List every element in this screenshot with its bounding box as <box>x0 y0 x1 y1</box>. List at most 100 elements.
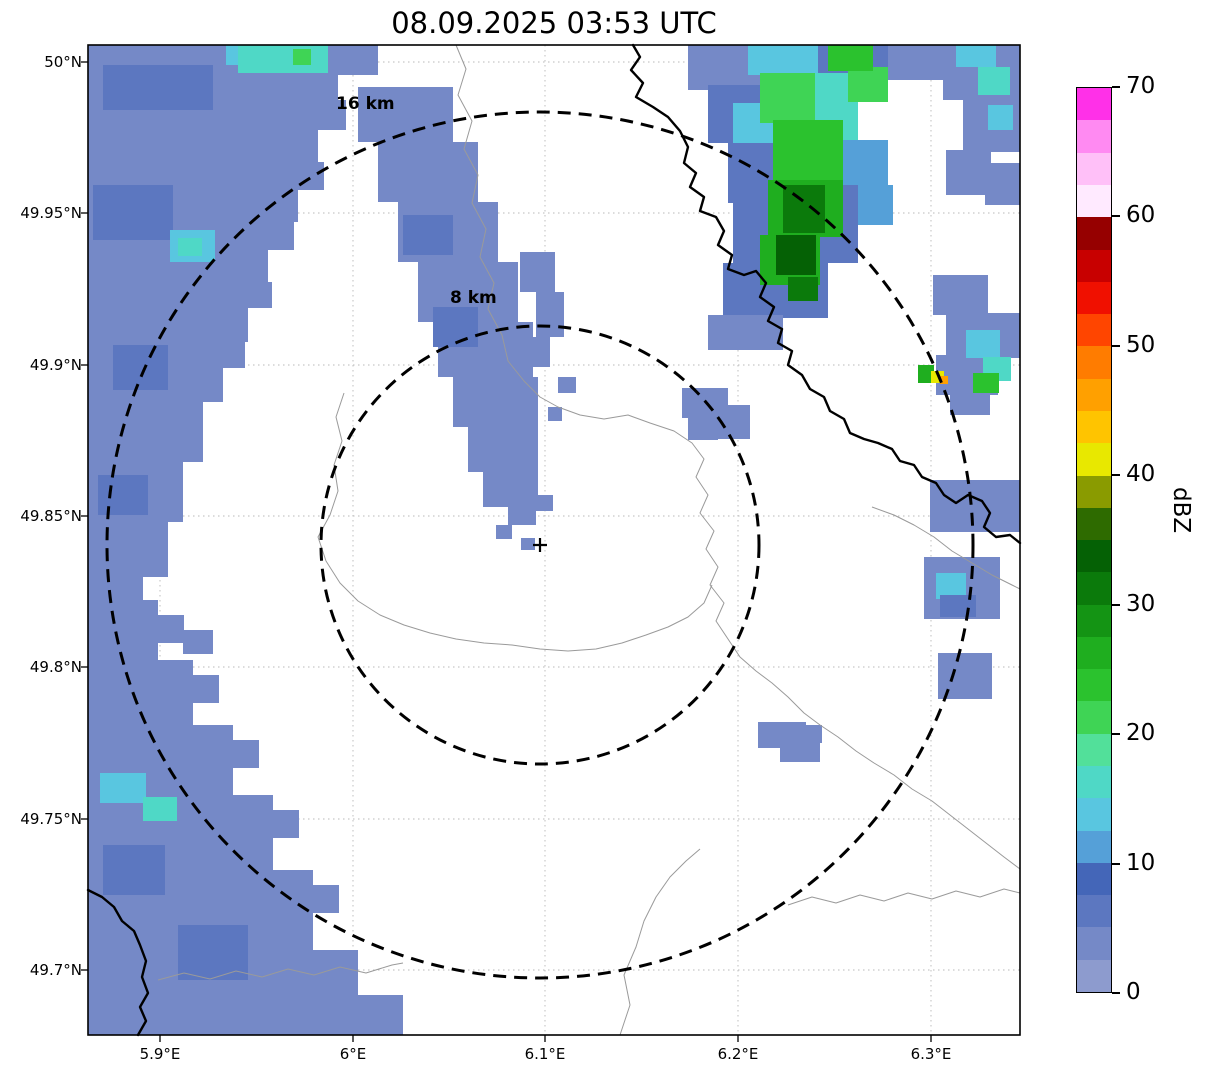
colorbar-tick-label: 60 <box>1126 202 1156 229</box>
echo-cell <box>688 418 718 440</box>
colorbar-segment <box>1077 766 1111 799</box>
echo-cell <box>313 885 339 913</box>
echo-cell <box>748 45 818 75</box>
x-tick-label: 6.1°E <box>524 1045 566 1063</box>
echo-cell <box>483 472 538 507</box>
colorbar-tickmark <box>1112 215 1120 218</box>
colorbar-segment <box>1077 540 1111 573</box>
admin-boundary <box>871 506 1021 590</box>
colorbar-segment <box>1077 410 1111 444</box>
country-border <box>629 43 1022 545</box>
colorbar-tick-label: 40 <box>1126 461 1156 488</box>
echo-cell <box>178 238 202 256</box>
x-tick-label: 6°E <box>339 1045 367 1063</box>
echo-cell <box>318 100 346 130</box>
echo-cell <box>358 87 453 142</box>
echo-cell <box>788 277 818 301</box>
colorbar: 0 10 20 30 40 50 60 70 <box>1076 73 1206 1005</box>
colorbar-segment <box>1077 378 1111 411</box>
colorbar-segment <box>1077 927 1111 960</box>
colorbar-segment <box>1077 733 1111 767</box>
echo-cell <box>956 45 996 67</box>
colorbar-segment <box>1077 346 1111 379</box>
colorbar-segment <box>1077 701 1111 734</box>
echo-cell <box>93 185 173 240</box>
admin-boundary <box>619 848 701 1036</box>
range-ring-label: 16 km <box>336 94 395 114</box>
range-ring <box>105 110 975 980</box>
echo-cell <box>233 740 259 768</box>
echo-cell <box>858 185 893 225</box>
echo-cell <box>238 45 328 73</box>
echo-cell <box>103 65 213 110</box>
colorbar-tick-label: 20 <box>1126 720 1156 747</box>
admin-boundary <box>787 888 1021 906</box>
echo-cell <box>453 377 538 427</box>
admin-boundary <box>317 392 713 652</box>
echo-cell <box>183 630 213 654</box>
echo-cell <box>773 120 843 182</box>
y-tick-label: 49.9°N <box>29 356 82 374</box>
colorbar-segment <box>1077 314 1111 347</box>
colorbar-segment <box>1077 443 1111 476</box>
echo-cell <box>776 235 816 275</box>
echo-cell <box>293 49 311 65</box>
colorbar-tickmark <box>1112 86 1120 88</box>
colorbar-gradient <box>1076 87 1112 993</box>
echo-cell <box>988 105 1013 130</box>
country-border <box>86 888 150 1037</box>
colorbar-segment <box>1077 120 1111 153</box>
echo-cell <box>273 810 299 838</box>
echo-cell <box>88 402 203 462</box>
echo-cell <box>403 215 453 255</box>
colorbar-segment <box>1077 475 1111 508</box>
echo-cell <box>558 377 576 393</box>
echo-cell <box>88 600 158 660</box>
echo-cell <box>888 45 948 80</box>
echo-cell <box>828 45 873 71</box>
x-tick-label: 6.3°E <box>910 1045 952 1063</box>
y-tick-label: 49.75°N <box>20 810 82 828</box>
colorbar-segment <box>1077 217 1111 250</box>
echo-cell <box>918 365 934 383</box>
colorbar-segment <box>1077 636 1111 670</box>
map-frame <box>87 44 1021 1036</box>
echo-cell <box>783 185 825 233</box>
echo-cell <box>223 342 245 368</box>
echo-cell <box>468 427 538 472</box>
colorbar-tickmark <box>1112 603 1120 606</box>
radar-map: 8 km 16 km <box>81 43 1022 1042</box>
echo-cell <box>780 740 820 762</box>
colorbar-segment <box>1077 281 1111 315</box>
colorbar-segment <box>1077 895 1111 928</box>
colorbar-tick-label: 30 <box>1126 590 1156 617</box>
colorbar-tickmark <box>1112 733 1120 736</box>
echo-cell <box>268 222 294 250</box>
echo-cell <box>966 330 1000 358</box>
echo-cell <box>143 797 177 821</box>
echo-cell <box>88 522 168 577</box>
echo-cell <box>158 615 184 643</box>
echo-cell <box>533 495 553 511</box>
echo-cell <box>528 337 550 367</box>
echo-cell <box>298 162 324 190</box>
colorbar-tickmark <box>1112 992 1120 994</box>
colorbar-segment <box>1077 507 1111 541</box>
colorbar-tick-label: 0 <box>1126 979 1141 1005</box>
echo-cell <box>103 845 165 895</box>
echo-cell <box>946 150 991 195</box>
echo-cell <box>950 393 990 415</box>
echo-cell <box>508 507 536 525</box>
y-tick-label: 49.8°N <box>29 658 82 676</box>
admin-boundary <box>157 962 404 981</box>
admin-boundary <box>455 44 559 408</box>
echo-cell <box>548 407 562 421</box>
echo-cell <box>88 282 248 342</box>
echo-cell <box>248 282 272 308</box>
echo-cell <box>88 100 318 162</box>
colorbar-segment <box>1077 152 1111 185</box>
y-tick-label: 49.85°N <box>20 507 82 525</box>
figure-title: 08.09.2025 03:53 UTC <box>391 6 717 40</box>
echo-cell <box>193 675 219 703</box>
